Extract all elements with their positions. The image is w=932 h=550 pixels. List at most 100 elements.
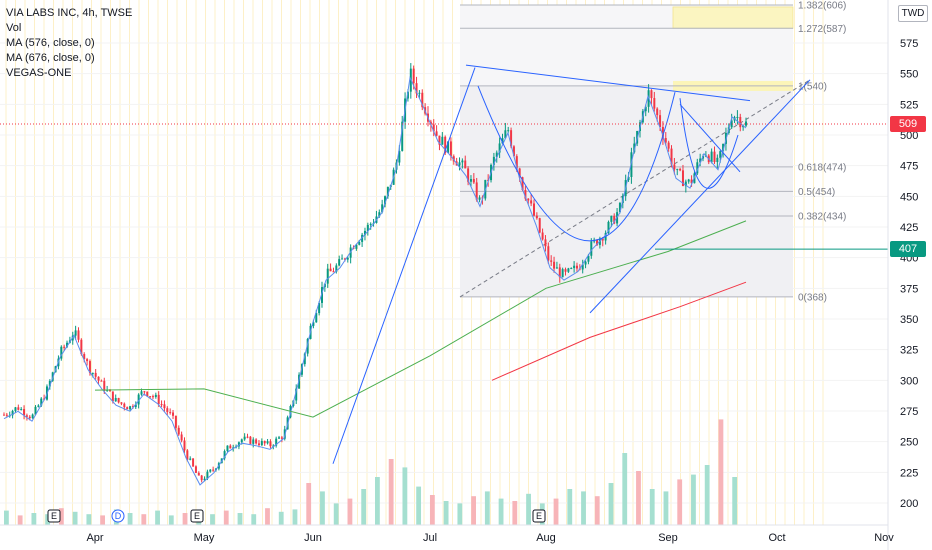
chart-title: VIA LABS INC, 4h, TWSE — [6, 7, 133, 19]
ma-676-line — [491, 281, 747, 381]
candle-body — [25, 415, 28, 417]
candle-body — [696, 162, 699, 174]
candle-body — [581, 264, 584, 270]
candle-body — [553, 261, 556, 269]
fib-level-label: 0(368) — [798, 292, 827, 303]
candle-body — [80, 339, 83, 355]
candle-body — [667, 142, 670, 149]
time-tick-label: Jun — [304, 532, 322, 544]
volume-bar — [292, 509, 298, 525]
volume-bar — [526, 493, 531, 525]
volume-bar — [388, 459, 394, 525]
price-tick-label: 525 — [900, 99, 918, 111]
candle-body — [111, 391, 114, 402]
candle-body — [189, 458, 192, 460]
candle-body — [197, 472, 200, 476]
candle-body — [129, 406, 132, 410]
candle-body — [318, 302, 321, 314]
candle-body — [478, 197, 481, 200]
candle-body — [429, 121, 432, 125]
candle-body — [441, 136, 444, 145]
candle-body — [123, 403, 126, 408]
candle-body — [266, 441, 269, 444]
candle-body — [366, 224, 369, 231]
candle-body — [438, 135, 441, 145]
volume-bar — [402, 467, 408, 525]
candle-body — [449, 141, 452, 157]
candle-body — [146, 391, 149, 397]
candle-body — [659, 115, 662, 127]
price-tick-label: 275 — [900, 406, 918, 418]
candle-body — [66, 342, 69, 347]
candle-body — [596, 239, 599, 245]
candle-body — [492, 156, 495, 165]
candle-body — [610, 216, 613, 222]
fib-retracement: 0(368) 0.382(434) 0.5(454) 0.618(474) 1(540)… — [459, 0, 846, 303]
candle-body — [17, 407, 20, 410]
time-tick-label: Nov — [874, 532, 894, 544]
volume-bar — [31, 513, 37, 525]
volume-bar — [484, 491, 490, 525]
candle-body — [160, 404, 163, 406]
candle-body — [673, 164, 676, 170]
candle-body — [464, 160, 467, 169]
candle-body — [134, 404, 137, 408]
candle-body — [573, 265, 576, 269]
candle-body — [601, 238, 604, 241]
chart-legend: VIA LABS INC, 4h, TWSE Vol MA (576, clos… — [6, 6, 132, 81]
candle-body — [48, 380, 51, 387]
volume-bar — [168, 515, 174, 525]
candle-body — [501, 138, 504, 144]
time-axis: Apr May Jun Jul Aug Sep Oct Nov — [86, 532, 894, 544]
fib-level-label: 0.382(434) — [798, 211, 846, 222]
candle-body — [570, 268, 573, 270]
candle-body — [719, 151, 722, 158]
candle-body — [338, 259, 341, 266]
candle-body — [229, 445, 232, 449]
volume-bar — [416, 486, 422, 525]
candle-body — [332, 271, 335, 273]
candle-body — [212, 469, 215, 471]
price-tick-label: 425 — [900, 222, 918, 234]
candle-body — [584, 261, 587, 265]
volume-bar — [265, 508, 270, 525]
candle-body — [321, 287, 323, 303]
volume-bar — [663, 491, 669, 525]
candle-body — [209, 469, 212, 472]
candle-body — [315, 313, 318, 323]
candle-body — [275, 438, 278, 446]
candle-body — [263, 440, 266, 444]
candle-body — [23, 409, 26, 416]
candle-body — [504, 130, 507, 139]
candle-body — [86, 359, 89, 362]
indicator-ma-676[interactable]: MA (676, close, 0) — [6, 52, 95, 64]
trend-line-top — [465, 64, 751, 102]
currency-selector[interactable]: TWD — [898, 5, 928, 22]
candle-body — [558, 267, 561, 278]
candle-body — [676, 168, 679, 170]
candle-body — [343, 258, 346, 260]
indicator-vegas-one[interactable]: VEGAS-ONE — [6, 67, 72, 79]
fib-level-label: 1.272(587) — [798, 24, 846, 35]
candle-body — [518, 168, 521, 178]
candle-body — [249, 436, 252, 444]
candle-body — [149, 396, 152, 398]
candle-body — [384, 196, 387, 205]
volume-bars — [4, 419, 738, 525]
candle-body — [140, 391, 143, 395]
candle-body — [541, 232, 544, 240]
indicator-ma-576[interactable]: MA (576, close, 0) — [6, 37, 95, 49]
candle-body — [240, 439, 243, 443]
candle-body — [679, 168, 682, 171]
candle-body — [633, 143, 636, 153]
candle-body — [461, 160, 464, 163]
candle-body — [381, 204, 384, 213]
candle-body — [34, 406, 37, 415]
candle-body — [710, 151, 713, 163]
candle-body — [363, 230, 366, 235]
indicator-vol[interactable]: Vol — [6, 22, 22, 34]
candle-body — [524, 190, 527, 199]
